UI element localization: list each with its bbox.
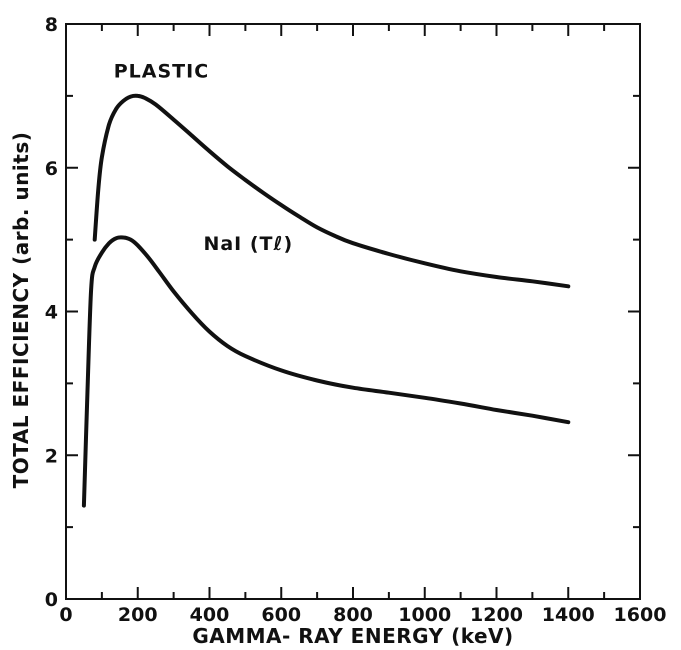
x-tick-label: 800 bbox=[333, 604, 373, 626]
x-tick-labels: 0 200 400 600 800 1000 1200 1400 1600 bbox=[59, 604, 666, 626]
x-tick-label: 200 bbox=[118, 604, 158, 626]
x-tick-label: 1200 bbox=[470, 604, 523, 626]
tick-marks bbox=[65, 23, 641, 600]
y-tick-label: 0 bbox=[45, 589, 58, 611]
plot-frame bbox=[65, 23, 641, 600]
x-tick-label: 0 bbox=[59, 604, 72, 626]
series-curves bbox=[81, 93, 571, 508]
x-tick-label: 1600 bbox=[614, 604, 667, 626]
y-tick-labels: 0 2 4 6 8 bbox=[45, 14, 58, 611]
x-tick-label: 1000 bbox=[398, 604, 451, 626]
y-tick-label: 4 bbox=[45, 302, 58, 324]
x-axis-label: GAMMA- RAY ENERGY (keV) bbox=[192, 624, 513, 648]
x-tick-label: 400 bbox=[190, 604, 230, 626]
y-tick-label: 6 bbox=[45, 158, 58, 180]
y-tick-label: 8 bbox=[45, 14, 58, 36]
series-line-0 bbox=[92, 93, 571, 289]
x-tick-label: 600 bbox=[261, 604, 301, 626]
series-line-1 bbox=[81, 235, 571, 508]
y-tick-label: 2 bbox=[45, 445, 58, 467]
series-label-0: PLASTIC bbox=[114, 61, 209, 83]
series-annotations: PLASTIC NaI (Tℓ) bbox=[114, 61, 293, 256]
series-label-1: NaI (Tℓ) bbox=[203, 233, 293, 255]
x-tick-label: 1400 bbox=[542, 604, 595, 626]
y-axis-label: TOTAL EFFICIENCY (arb. units) bbox=[9, 132, 33, 489]
